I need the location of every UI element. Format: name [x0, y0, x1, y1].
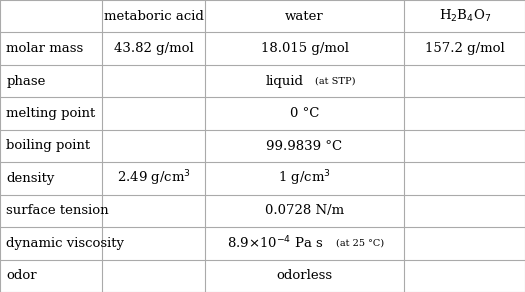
Text: (at 25 °C): (at 25 °C) [335, 239, 384, 248]
Text: 0.0728 N/m: 0.0728 N/m [265, 204, 344, 217]
Text: metaboric acid: metaboric acid [103, 10, 204, 23]
Text: dynamic viscosity: dynamic viscosity [6, 237, 124, 250]
Text: density: density [6, 172, 55, 185]
Text: (at STP): (at STP) [314, 77, 355, 86]
Text: surface tension: surface tension [6, 204, 109, 217]
Text: 18.015 g/mol: 18.015 g/mol [260, 42, 349, 55]
Text: H$_2$B$_4$O$_7$: H$_2$B$_4$O$_7$ [438, 8, 491, 24]
Text: phase: phase [6, 75, 46, 88]
Text: molar mass: molar mass [6, 42, 83, 55]
Text: liquid: liquid [266, 75, 303, 88]
Text: odor: odor [6, 269, 37, 282]
Text: water: water [285, 10, 324, 23]
Text: 8.9$\times$10$^{-4}$ Pa s: 8.9$\times$10$^{-4}$ Pa s [227, 235, 324, 252]
Text: melting point: melting point [6, 107, 96, 120]
Text: 2.49 g/cm$^3$: 2.49 g/cm$^3$ [117, 169, 191, 188]
Text: 1 g/cm$^3$: 1 g/cm$^3$ [278, 169, 331, 188]
Text: boiling point: boiling point [6, 140, 90, 152]
Text: 157.2 g/mol: 157.2 g/mol [425, 42, 505, 55]
Text: odorless: odorless [277, 269, 332, 282]
Text: 43.82 g/mol: 43.82 g/mol [114, 42, 193, 55]
Text: 0 °C: 0 °C [290, 107, 319, 120]
Text: 99.9839 °C: 99.9839 °C [267, 140, 343, 152]
